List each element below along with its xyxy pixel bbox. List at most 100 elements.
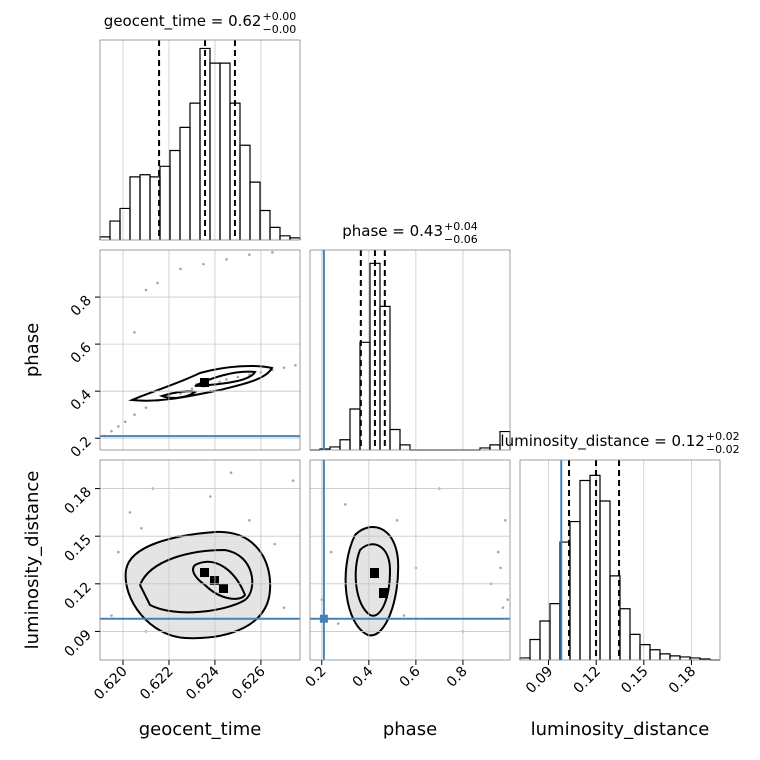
x-axis-label: phase [383, 719, 437, 740]
hist-bin [249, 181, 261, 240]
sample-point [144, 406, 148, 409]
sample-point [236, 375, 240, 379]
sample-point [133, 413, 136, 417]
x-axis-label: luminosity_distance [531, 719, 710, 740]
hist-bin [389, 428, 401, 450]
contour [158, 370, 257, 399]
hist-bin [399, 444, 411, 450]
hist-bin [599, 500, 611, 660]
y-tick-label: 0.8 [68, 293, 95, 320]
hist-bin [269, 226, 281, 240]
x-tick-label: 0.09 [523, 664, 556, 697]
density-cell [219, 584, 228, 593]
sample-point [144, 288, 148, 292]
contour [124, 530, 272, 640]
x-tick-label: 0.622 [137, 664, 177, 704]
hist-bin [139, 174, 151, 240]
x-tick-label: 0.4 [350, 663, 377, 690]
sample-point [140, 526, 143, 530]
hist-bin [159, 165, 171, 240]
sample-point [271, 251, 274, 254]
sample-point [117, 550, 120, 554]
hist-bin [339, 439, 351, 450]
hist-bin [529, 638, 541, 660]
hist-bin [619, 608, 631, 660]
title-upper: +0.02 [706, 430, 740, 443]
panel-frame [99, 39, 301, 241]
hist-bin [589, 474, 601, 660]
sample-point [209, 495, 212, 498]
sample-point [225, 258, 228, 261]
density-cell [370, 568, 379, 578]
hist-bin [629, 633, 641, 660]
title-upper: +0.04 [444, 220, 478, 233]
sample-point [329, 550, 333, 554]
sample-point [202, 262, 205, 266]
y-tick-label: 0.09 [61, 627, 94, 660]
y-tick-label: 0.6 [68, 340, 95, 367]
hist-bin [279, 235, 291, 240]
sample-point [133, 331, 136, 334]
x-tick-label: 0.8 [444, 664, 471, 691]
sample-point [402, 614, 406, 617]
hist-bin [99, 236, 111, 240]
y-axis-label: phase [22, 323, 43, 377]
title-upper: +0.00 [262, 10, 296, 23]
y-tick-label: 0.18 [61, 484, 94, 517]
hist-bin [489, 444, 501, 450]
y-tick-label: 0.4 [68, 387, 95, 414]
hist-bin [679, 656, 691, 660]
density-cell [210, 576, 219, 585]
sample-point [291, 479, 295, 482]
sample-point [190, 387, 194, 391]
sample-point [343, 503, 347, 506]
hist-bin [169, 149, 181, 240]
sample-point [395, 519, 399, 522]
sample-point [110, 614, 113, 617]
hist-bin [669, 655, 681, 660]
sample-point [336, 622, 340, 625]
sample-point [218, 380, 221, 384]
hist-bin [579, 479, 591, 660]
x-tick-label: 0.6 [397, 663, 424, 690]
panel-title: geocent_time = 0.62 [104, 12, 262, 31]
sample-point [123, 420, 127, 424]
y-axis-label: luminosity_distance [22, 471, 43, 650]
title-lower: −0.00 [262, 23, 296, 36]
y-tick-label: 0.15 [61, 532, 94, 565]
sample-point [229, 471, 233, 474]
sample-point [179, 267, 182, 271]
hist-bin [329, 446, 341, 450]
density-cell [200, 378, 209, 387]
density-area [125, 531, 271, 639]
x-tick-label: 0.624 [183, 663, 223, 703]
hist-bin [649, 649, 661, 660]
hist-bin [239, 144, 251, 240]
hist-bin [379, 305, 391, 450]
sample-point [248, 519, 251, 522]
panel-title: phase = 0.43 [342, 222, 443, 240]
x-tick-label: 0.18 [666, 664, 699, 697]
sample-point [496, 550, 500, 554]
panel-frame [99, 249, 301, 451]
sample-point [506, 598, 509, 601]
hist-bin [119, 207, 131, 240]
hist-bin [659, 653, 671, 660]
x-tick-label: 0.12 [571, 664, 604, 697]
sample-point [282, 606, 286, 609]
hist-bin [549, 602, 561, 660]
y-tick-label: 0.2 [68, 434, 95, 461]
panel-frame [99, 459, 301, 661]
sample-point [156, 281, 159, 285]
panel-frame [309, 249, 511, 451]
x-tick-label: 0.2 [303, 664, 330, 691]
density-cell [379, 588, 388, 598]
panel-title: luminosity_distance = 0.12 [500, 432, 704, 451]
sample-point [294, 363, 297, 367]
panel-frame [309, 459, 511, 661]
sample-point [110, 429, 113, 433]
sample-point [225, 378, 228, 381]
sample-point [282, 366, 286, 369]
contour [138, 548, 254, 614]
